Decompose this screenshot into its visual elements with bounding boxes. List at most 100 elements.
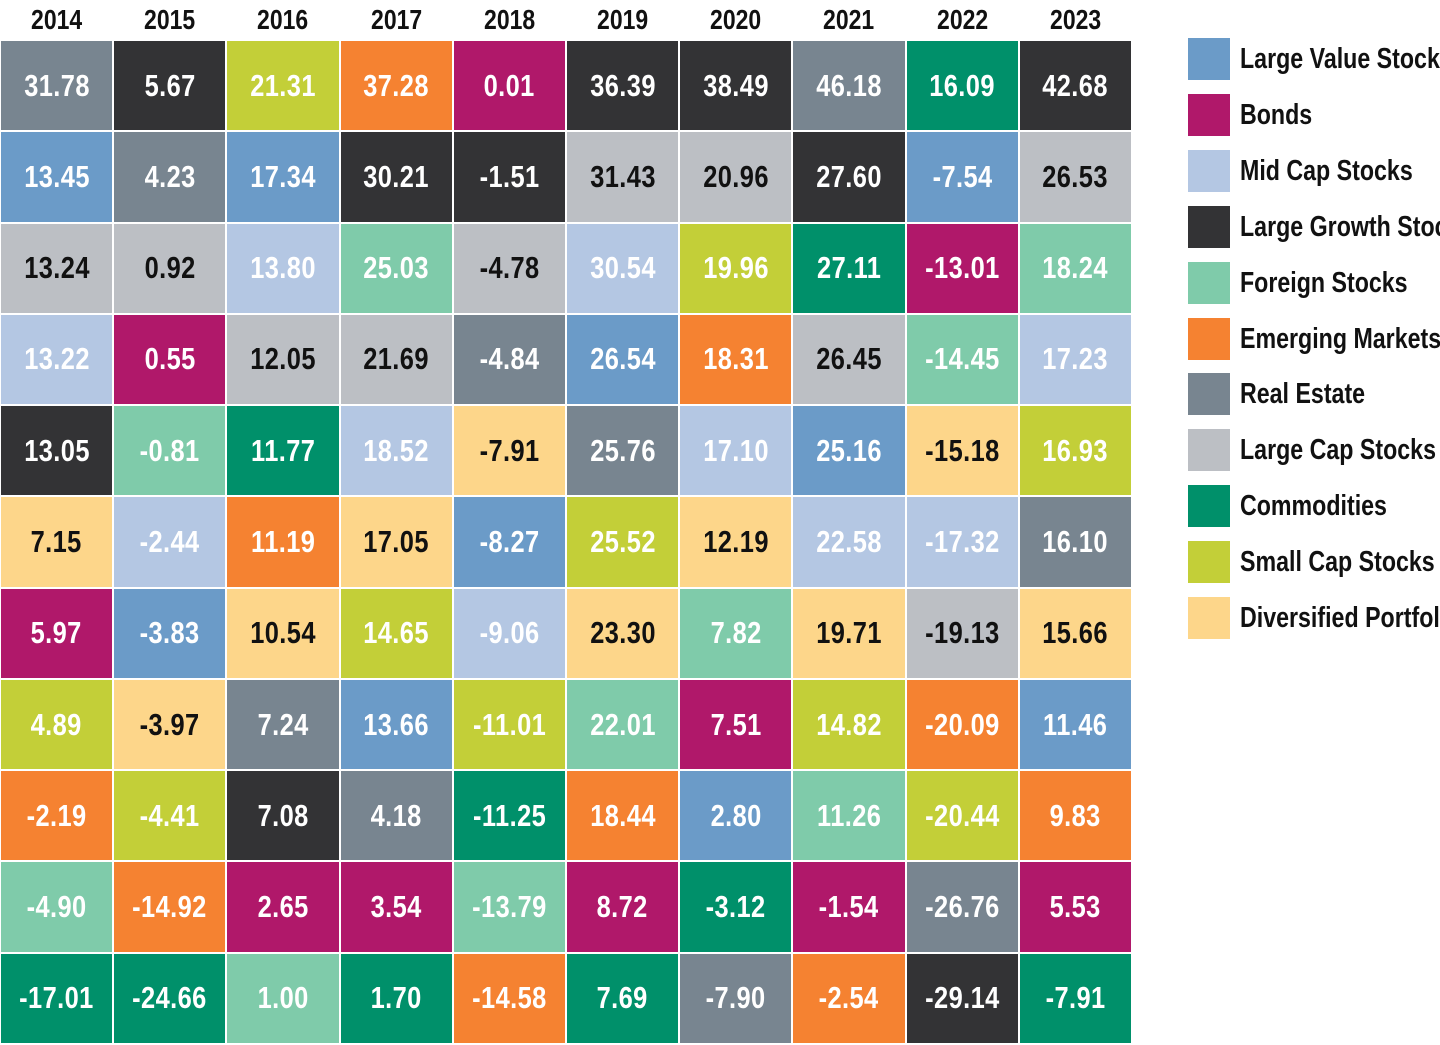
cell-2023-rank-7: 15.66 bbox=[1019, 588, 1131, 678]
cell-value: 8.72 bbox=[597, 889, 649, 925]
cell-value: -1.54 bbox=[818, 889, 879, 925]
cell-value: 1.00 bbox=[257, 980, 309, 1016]
cell-value: 11.77 bbox=[250, 432, 316, 468]
cell-2021-rank-2: 27.60 bbox=[793, 132, 905, 222]
cell-2021-rank-11: -2.54 bbox=[793, 953, 905, 1043]
cell-value: -0.81 bbox=[139, 432, 200, 468]
cell-value: 17.05 bbox=[363, 523, 430, 559]
cell-2020-rank-9: 2.80 bbox=[680, 771, 792, 861]
cell-value: 36.39 bbox=[589, 67, 656, 103]
legend-swatch bbox=[1188, 93, 1230, 136]
cell-2017-rank-6: 17.05 bbox=[340, 497, 452, 587]
cell-value: 2.65 bbox=[257, 889, 309, 925]
cell-2022-rank-10: -26.76 bbox=[906, 862, 1018, 952]
cell-value: 7.69 bbox=[597, 980, 649, 1016]
cell-2016-rank-11: 1.00 bbox=[227, 953, 339, 1043]
cell-value: 18.44 bbox=[589, 797, 656, 833]
cell-2017-rank-3: 25.03 bbox=[340, 223, 452, 313]
cell-2015-rank-8: -3.97 bbox=[114, 679, 226, 770]
cell-2017-rank-5: 18.52 bbox=[340, 406, 452, 496]
cell-value: 26.54 bbox=[589, 341, 656, 377]
cell-value: 37.28 bbox=[363, 67, 430, 103]
cell-value: -11.25 bbox=[472, 797, 546, 833]
cell-2017-rank-8: 13.66 bbox=[340, 679, 452, 770]
cell-2022-rank-4: -14.45 bbox=[906, 314, 1018, 405]
cell-2023-rank-3: 18.24 bbox=[1019, 223, 1131, 313]
cell-2014-rank-6: 7.15 bbox=[1, 497, 113, 587]
cell-2015-rank-5: -0.81 bbox=[114, 406, 226, 496]
legend-label: Emerging Markets bbox=[1240, 322, 1440, 355]
cell-value: -15.18 bbox=[924, 432, 1000, 468]
cell-value: 16.09 bbox=[929, 67, 996, 103]
cell-2014-rank-1: 31.78 bbox=[1, 41, 113, 131]
cell-2018-rank-3: -4.78 bbox=[453, 223, 565, 313]
cell-value: -26.76 bbox=[924, 889, 1000, 925]
cell-2014-rank-7: 5.97 bbox=[1, 588, 113, 678]
cell-2017-rank-4: 21.69 bbox=[340, 314, 452, 405]
cell-value: 23.30 bbox=[589, 615, 656, 651]
cell-2017-rank-9: 4.18 bbox=[340, 771, 452, 861]
cell-2017-rank-2: 30.21 bbox=[340, 132, 452, 222]
cell-2015-rank-7: -3.83 bbox=[114, 588, 226, 678]
cell-2021-rank-1: 46.18 bbox=[793, 41, 905, 131]
legend-swatch bbox=[1188, 597, 1230, 639]
cell-value: 13.24 bbox=[23, 250, 90, 286]
cell-value: -20.44 bbox=[924, 797, 1000, 833]
cell-2019-rank-9: 18.44 bbox=[567, 771, 679, 861]
cell-2014-rank-10: -4.90 bbox=[1, 862, 113, 952]
legend-item-bonds: Bonds bbox=[1188, 93, 1440, 136]
cell-value: 1.70 bbox=[370, 980, 422, 1016]
cell-value: 0.92 bbox=[144, 250, 196, 286]
cell-value: 14.82 bbox=[816, 706, 882, 742]
cell-value: -4.90 bbox=[26, 889, 87, 925]
year-label-2023: 2023 bbox=[1049, 4, 1101, 35]
legend-label: Mid Cap Stocks bbox=[1240, 154, 1413, 187]
year-label-2018: 2018 bbox=[483, 4, 535, 35]
cell-2015-rank-10: -14.92 bbox=[114, 862, 226, 952]
cell-2021-rank-7: 19.71 bbox=[793, 588, 905, 678]
cell-value: -7.54 bbox=[932, 158, 993, 194]
cell-2014-rank-5: 13.05 bbox=[1, 406, 113, 496]
legend-swatch bbox=[1188, 205, 1230, 248]
cell-value: 17.23 bbox=[1042, 341, 1109, 377]
cell-2015-rank-11: -24.66 bbox=[114, 953, 226, 1043]
cell-value: -4.41 bbox=[139, 797, 200, 833]
cell-value: 25.03 bbox=[363, 250, 430, 286]
cell-2018-rank-9: -11.25 bbox=[453, 771, 565, 861]
cell-value: -14.45 bbox=[924, 341, 1000, 377]
cell-2016-rank-6: 11.19 bbox=[227, 497, 339, 587]
legend-item-large-value-stocks: Large Value Stocks bbox=[1188, 38, 1440, 80]
cell-value: 25.52 bbox=[589, 523, 656, 559]
cell-value: -13.01 bbox=[924, 250, 1000, 286]
legend-item-large-growth-stocks: Large Growth Stocks bbox=[1188, 205, 1440, 248]
year-label-2016: 2016 bbox=[257, 4, 309, 35]
cell-value: 13.80 bbox=[250, 250, 316, 286]
cell-value: 3.54 bbox=[370, 889, 422, 925]
cell-2015-rank-9: -4.41 bbox=[114, 771, 226, 861]
cell-2016-rank-7: 10.54 bbox=[227, 588, 339, 678]
cell-value: 13.45 bbox=[23, 158, 90, 194]
cell-value: 11.26 bbox=[816, 797, 882, 833]
legend-label: Large Growth Stocks bbox=[1240, 210, 1440, 243]
cell-value: 15.66 bbox=[1042, 615, 1109, 651]
cell-value: -24.66 bbox=[132, 980, 208, 1016]
cell-value: -14.58 bbox=[472, 980, 547, 1016]
cell-2020-rank-8: 7.51 bbox=[680, 679, 792, 770]
legend-item-commodities: Commodities bbox=[1188, 485, 1440, 528]
year-label-2015: 2015 bbox=[144, 4, 196, 35]
legend-swatch bbox=[1188, 429, 1230, 472]
cell-2023-rank-1: 42.68 bbox=[1019, 41, 1131, 131]
cell-2023-rank-8: 11.46 bbox=[1019, 679, 1131, 770]
cell-value: 27.60 bbox=[816, 158, 882, 194]
cell-2018-rank-10: -13.79 bbox=[453, 862, 565, 952]
legend-item-real-estate: Real Estate bbox=[1188, 373, 1440, 416]
year-label-2022: 2022 bbox=[936, 4, 988, 35]
cell-2023-rank-10: 5.53 bbox=[1019, 862, 1131, 952]
cell-2018-rank-7: -9.06 bbox=[453, 588, 565, 678]
cell-value: 20.96 bbox=[702, 158, 769, 194]
legend-label: Diversified Portfolio bbox=[1240, 602, 1440, 634]
cell-2023-rank-5: 16.93 bbox=[1019, 406, 1131, 496]
cell-value: -17.32 bbox=[924, 523, 1000, 559]
cell-value: 22.58 bbox=[816, 523, 882, 559]
cell-value: -29.14 bbox=[924, 980, 1000, 1016]
